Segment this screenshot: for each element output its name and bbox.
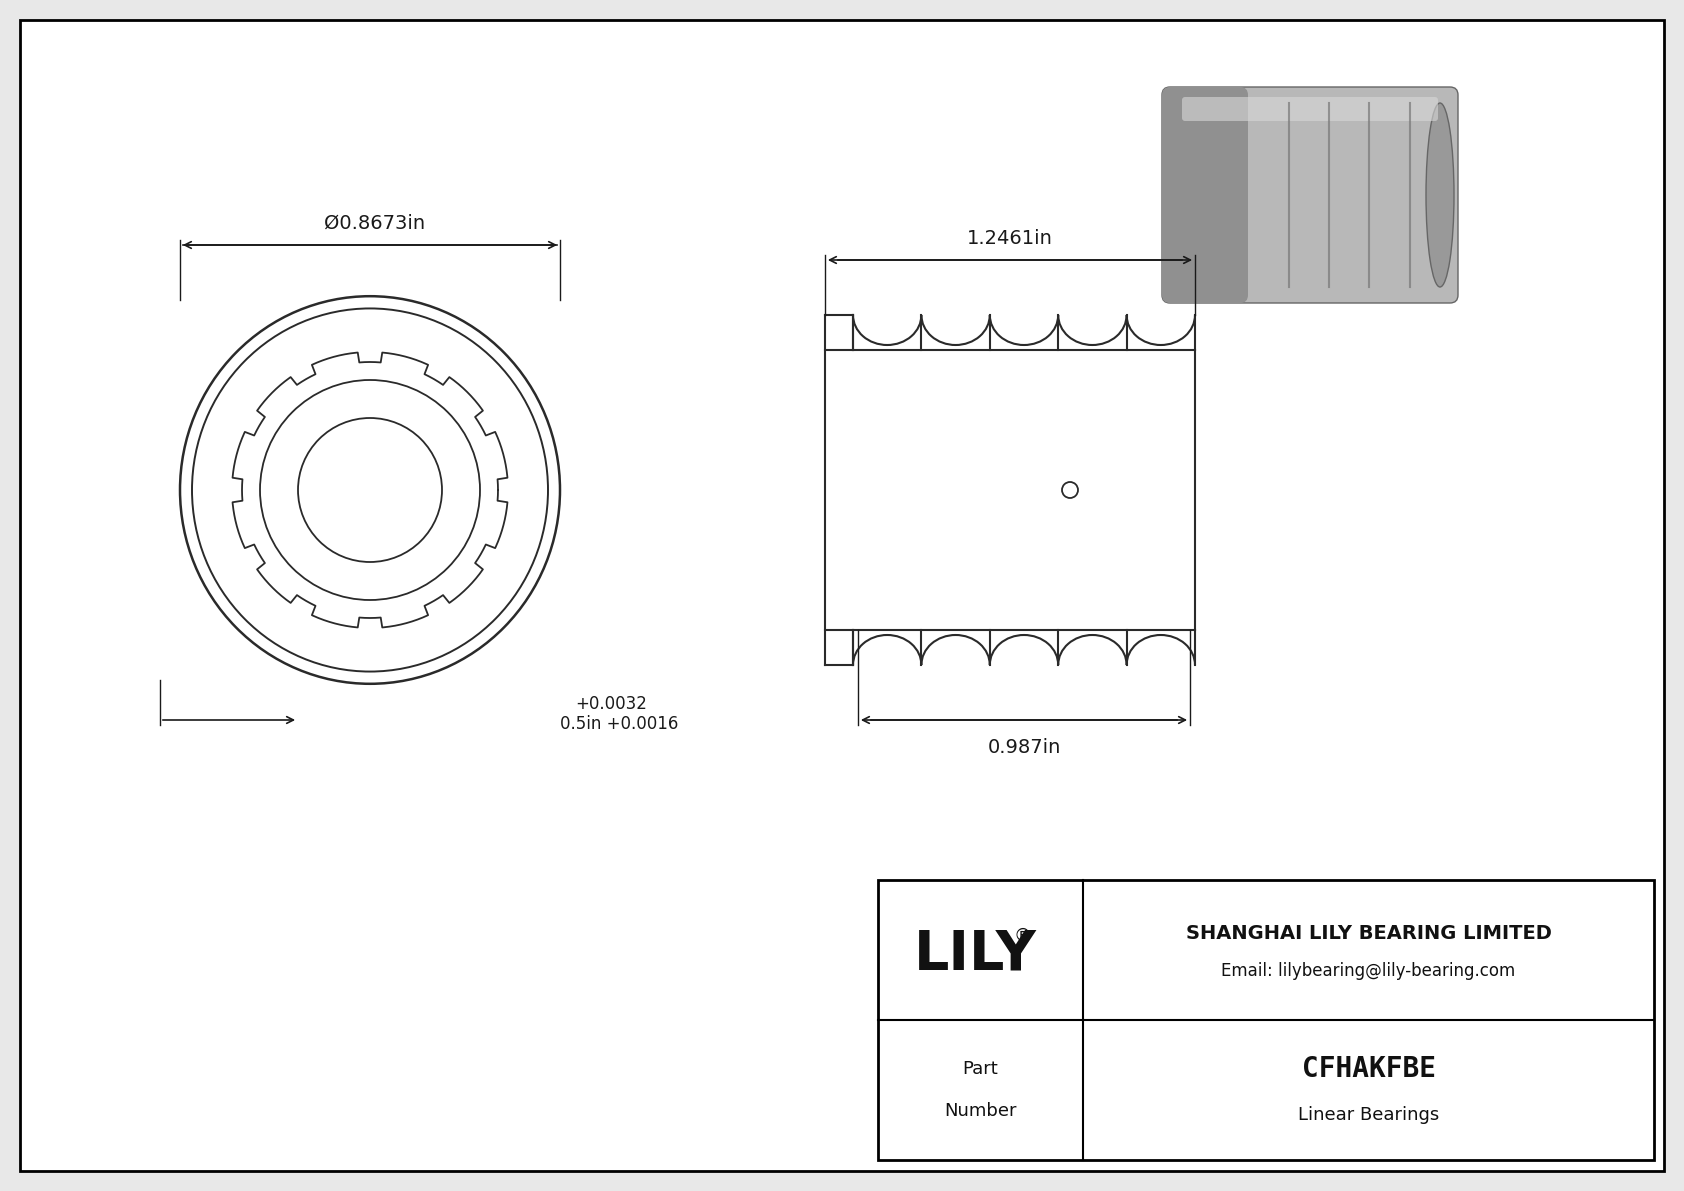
FancyBboxPatch shape — [1182, 96, 1438, 121]
Text: Linear Bearings: Linear Bearings — [1298, 1106, 1440, 1124]
Text: 1.2461in: 1.2461in — [967, 229, 1052, 248]
Text: 0.5in +0.0016: 0.5in +0.0016 — [561, 715, 679, 732]
Text: LILY: LILY — [914, 928, 1037, 983]
Text: Email: lilybearing@lily-bearing.com: Email: lilybearing@lily-bearing.com — [1221, 962, 1516, 980]
Bar — [877, 880, 1654, 1160]
Text: Part: Part — [963, 1060, 999, 1078]
Text: CFHAKFBE: CFHAKFBE — [1302, 1055, 1435, 1083]
Ellipse shape — [1426, 102, 1453, 287]
Text: ®: ® — [1014, 927, 1032, 944]
Text: Number: Number — [945, 1102, 1017, 1120]
Text: 0.987in: 0.987in — [987, 738, 1061, 757]
FancyBboxPatch shape — [1162, 87, 1458, 303]
Text: +0.0032: +0.0032 — [574, 696, 647, 713]
Text: Ø0.8673in: Ø0.8673in — [325, 214, 426, 233]
Text: SHANGHAI LILY BEARING LIMITED: SHANGHAI LILY BEARING LIMITED — [1186, 924, 1551, 943]
FancyBboxPatch shape — [1162, 87, 1248, 303]
